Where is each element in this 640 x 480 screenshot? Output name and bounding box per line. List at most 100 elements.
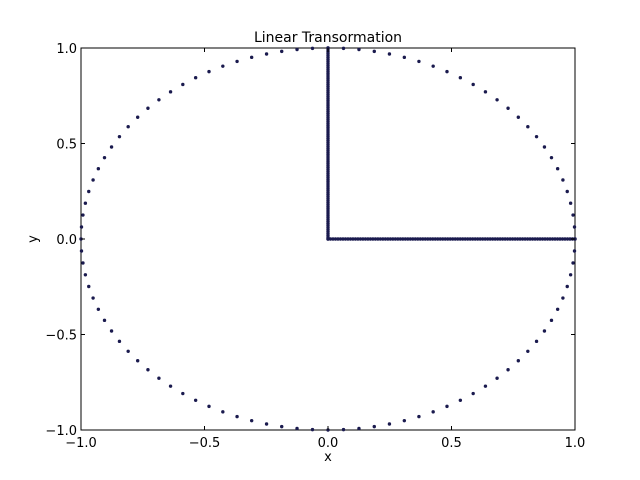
circle-point: [357, 47, 361, 52]
circle-point: [117, 339, 122, 344]
circle-point: [526, 349, 530, 353]
segment-point: [505, 237, 510, 241]
circle-point: [280, 424, 284, 429]
circle-point: [561, 178, 565, 182]
segment-point: [373, 237, 378, 241]
circle-point: [565, 284, 569, 289]
segment-point: [421, 237, 425, 241]
segment-point: [515, 237, 520, 241]
segment-point: [348, 237, 353, 241]
segment-point: [476, 237, 480, 241]
segment-point: [426, 237, 430, 241]
segment-point: [376, 237, 380, 241]
circle-point: [534, 339, 539, 344]
segment-point: [331, 237, 335, 241]
circle-point: [83, 273, 88, 277]
segment-point: [401, 237, 405, 241]
circle-point: [249, 418, 254, 423]
axis-ticks-group: −1.0−1.0 −0.5 −0.5 0.0 0.0 0.5 0.5 1.0 1.0: [45, 42, 585, 451]
segment-point: [493, 237, 497, 241]
circle-point: [102, 155, 107, 160]
segment-point: [371, 237, 375, 241]
circle-point: [193, 398, 198, 402]
segment-point: [555, 237, 560, 241]
circle-point: [221, 64, 225, 68]
segment-point: [433, 237, 437, 241]
circle-point: [96, 166, 101, 171]
segment-point: [448, 237, 452, 241]
circle-point: [135, 359, 140, 363]
circle-point: [534, 134, 539, 139]
x-tick-label: 0.5: [441, 436, 462, 451]
circle-point: [417, 59, 421, 64]
segment-point: [498, 237, 502, 241]
segment-point: [396, 237, 400, 241]
segment-point: [463, 237, 467, 241]
segment-point: [563, 237, 567, 241]
circle-point: [87, 189, 91, 194]
circle-point: [483, 384, 488, 388]
circle-point: [571, 261, 575, 265]
circle-point: [91, 178, 95, 182]
circle-point: [471, 391, 475, 396]
circle-point: [549, 155, 554, 160]
y-tick-label: 0.0: [56, 233, 77, 248]
y-axis-label: y: [26, 235, 41, 243]
segment-point: [468, 237, 472, 241]
segment-point: [441, 237, 445, 241]
segment-point: [443, 237, 447, 241]
circle-point: [117, 134, 122, 139]
circle-point: [81, 261, 85, 265]
segment-point: [388, 237, 393, 241]
x-tick-label: −0.5: [189, 436, 221, 451]
circle-point: [372, 424, 376, 429]
segment-point: [336, 237, 340, 241]
circle-point: [221, 410, 225, 414]
circle-point: [568, 201, 573, 205]
segment-point: [356, 237, 360, 241]
circle-point: [91, 296, 95, 300]
x-tick-label: 0.0: [318, 436, 339, 451]
segment-point: [545, 237, 550, 241]
circle-point: [387, 52, 392, 56]
circle-point: [193, 76, 198, 80]
segment-point: [406, 237, 410, 241]
circle-point: [280, 49, 284, 54]
segment-point: [366, 237, 370, 241]
segment-point: [418, 237, 423, 241]
segment-point: [488, 237, 492, 241]
segment-point: [453, 237, 457, 241]
segment-point: [353, 237, 358, 241]
segment-point: [535, 237, 540, 241]
circle-point: [572, 225, 577, 229]
circle-point: [483, 90, 488, 94]
circle-point: [126, 125, 130, 129]
segment-point: [508, 237, 512, 241]
circle-point: [109, 329, 114, 333]
circle-point: [571, 213, 575, 217]
circle-point: [526, 125, 530, 129]
segment-point: [500, 237, 505, 241]
circle-point: [341, 46, 346, 51]
circle-point: [471, 82, 475, 87]
segment-point: [408, 237, 413, 241]
circle-point: [207, 69, 211, 74]
segment-point: [560, 237, 565, 241]
segment-point: [358, 237, 363, 241]
circle-point: [310, 46, 315, 51]
segment-point: [513, 237, 517, 241]
segment-point: [503, 237, 507, 241]
circle-point: [445, 404, 449, 409]
circle-point: [565, 189, 569, 194]
segment-point: [478, 237, 482, 241]
circle-point: [168, 90, 173, 94]
segment-point: [550, 237, 555, 241]
segment-point: [530, 237, 535, 241]
circle-point: [402, 418, 407, 423]
segment-point: [403, 237, 408, 241]
circle-point: [109, 145, 114, 149]
segment-point: [538, 237, 542, 241]
segment-point: [328, 237, 333, 241]
circle-point: [431, 410, 435, 414]
